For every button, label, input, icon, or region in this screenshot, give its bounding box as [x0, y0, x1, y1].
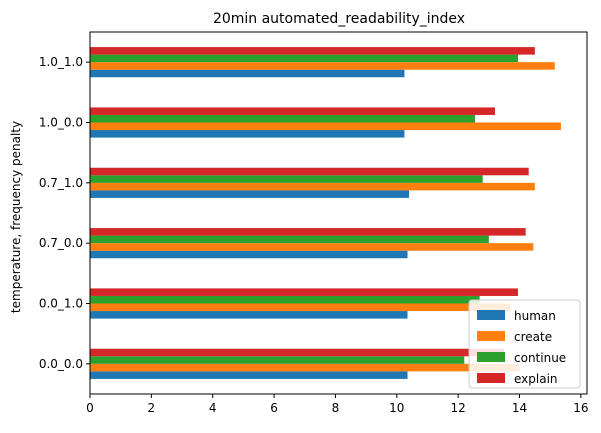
bar-create-0.0_1.0 [90, 303, 511, 312]
legend-label-continue: continue [514, 351, 566, 365]
bar-explain-0.0_0.0 [90, 348, 505, 357]
bar-create-0.0_0.0 [90, 363, 520, 372]
y-axis-ticks: 0.0_0.0 0.0_1.0 0.7_0.0 0.7_1.0 1.0_0.0 1.0_1… [39, 55, 90, 371]
y-axis-label: temperature, frequency penalty [9, 121, 23, 313]
legend-swatch-continue [477, 352, 505, 362]
x-axis-ticks: 0 2 4 6 8 10 12 14 16 [86, 394, 589, 415]
legend-label-create: create [514, 330, 552, 344]
chart-title: 20min automated_readability_index [213, 11, 465, 27]
plot-frame [89, 31, 588, 395]
x-tick-label: 4 [209, 401, 217, 415]
bar-create-0.7_0.0 [90, 243, 534, 251]
bar-continue-1.0_0.0 [90, 114, 476, 123]
bar-continue-0.0_1.0 [90, 295, 480, 304]
x-tick-label: 6 [270, 401, 278, 415]
legend-label-explain: explain [514, 372, 558, 386]
legend: human create continue explain [468, 299, 581, 389]
legend-swatch-create [477, 331, 505, 341]
bar-explain-0.7_1.0 [90, 167, 529, 176]
x-tick-label: 0 [86, 401, 94, 415]
bar-human-0.7_1.0 [90, 190, 410, 198]
y-tick-label: 1.0_0.0 [39, 116, 83, 130]
y-tick-label: 0.7_0.0 [39, 236, 83, 250]
legend-swatch-human [477, 310, 505, 320]
x-tick-label: 16 [573, 401, 588, 415]
y-tick-label: 0.0_1.0 [39, 297, 83, 311]
x-tick-label: 14 [512, 401, 527, 415]
x-tick-label: 2 [148, 401, 156, 415]
bar-human-1.0_0.0 [90, 130, 405, 138]
bar-human-0.0_1.0 [90, 311, 408, 319]
bar-create-1.0_0.0 [90, 122, 561, 131]
bars [90, 47, 561, 379]
legend-label-human: human [514, 309, 556, 323]
bar-create-0.7_1.0 [90, 182, 535, 191]
bar-continue-1.0_1.0 [90, 54, 518, 63]
x-tick-label: 10 [389, 401, 404, 415]
y-tick-label: 0.7_1.0 [39, 176, 83, 190]
bar-continue-0.0_0.0 [90, 356, 465, 364]
bar-continue-0.7_0.0 [90, 235, 489, 244]
bar-human-1.0_1.0 [90, 69, 405, 78]
bar-create-1.0_1.0 [90, 62, 555, 70]
bar-explain-1.0_0.0 [90, 107, 495, 115]
bar-human-0.0_0.0 [90, 371, 408, 379]
x-tick-label: 12 [451, 401, 466, 415]
bar-continue-0.7_1.0 [90, 175, 483, 183]
bar-explain-1.0_1.0 [90, 47, 535, 55]
y-tick-label: 0.0_0.0 [39, 357, 83, 371]
bar-explain-0.7_0.0 [90, 228, 526, 236]
legend-swatch-explain [477, 373, 505, 383]
bar-human-0.7_0.0 [90, 250, 408, 259]
legend-box [468, 299, 581, 389]
x-tick-label: 8 [332, 401, 340, 415]
bar-explain-0.0_1.0 [90, 288, 518, 296]
y-tick-label: 1.0_1.0 [39, 55, 83, 69]
